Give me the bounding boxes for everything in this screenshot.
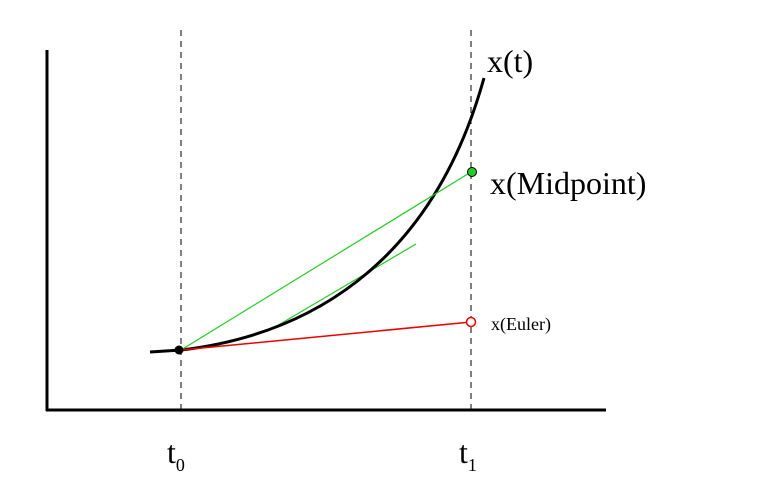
euler-label: x(Euler) (491, 314, 551, 335)
solution-curve (149, 77, 486, 354)
midpoint-label: x(Midpoint) (490, 165, 646, 201)
euler-step (180, 321, 472, 351)
curve-label: x(t) (487, 43, 533, 79)
midpoint-step (180, 171, 472, 351)
t0-label: t0 (167, 434, 185, 475)
midpoint-tangent (269, 243, 417, 331)
euler-point (465, 316, 477, 328)
midpoint-point (467, 167, 477, 177)
t1-label: t1 (459, 434, 477, 475)
start-point (174, 345, 184, 355)
